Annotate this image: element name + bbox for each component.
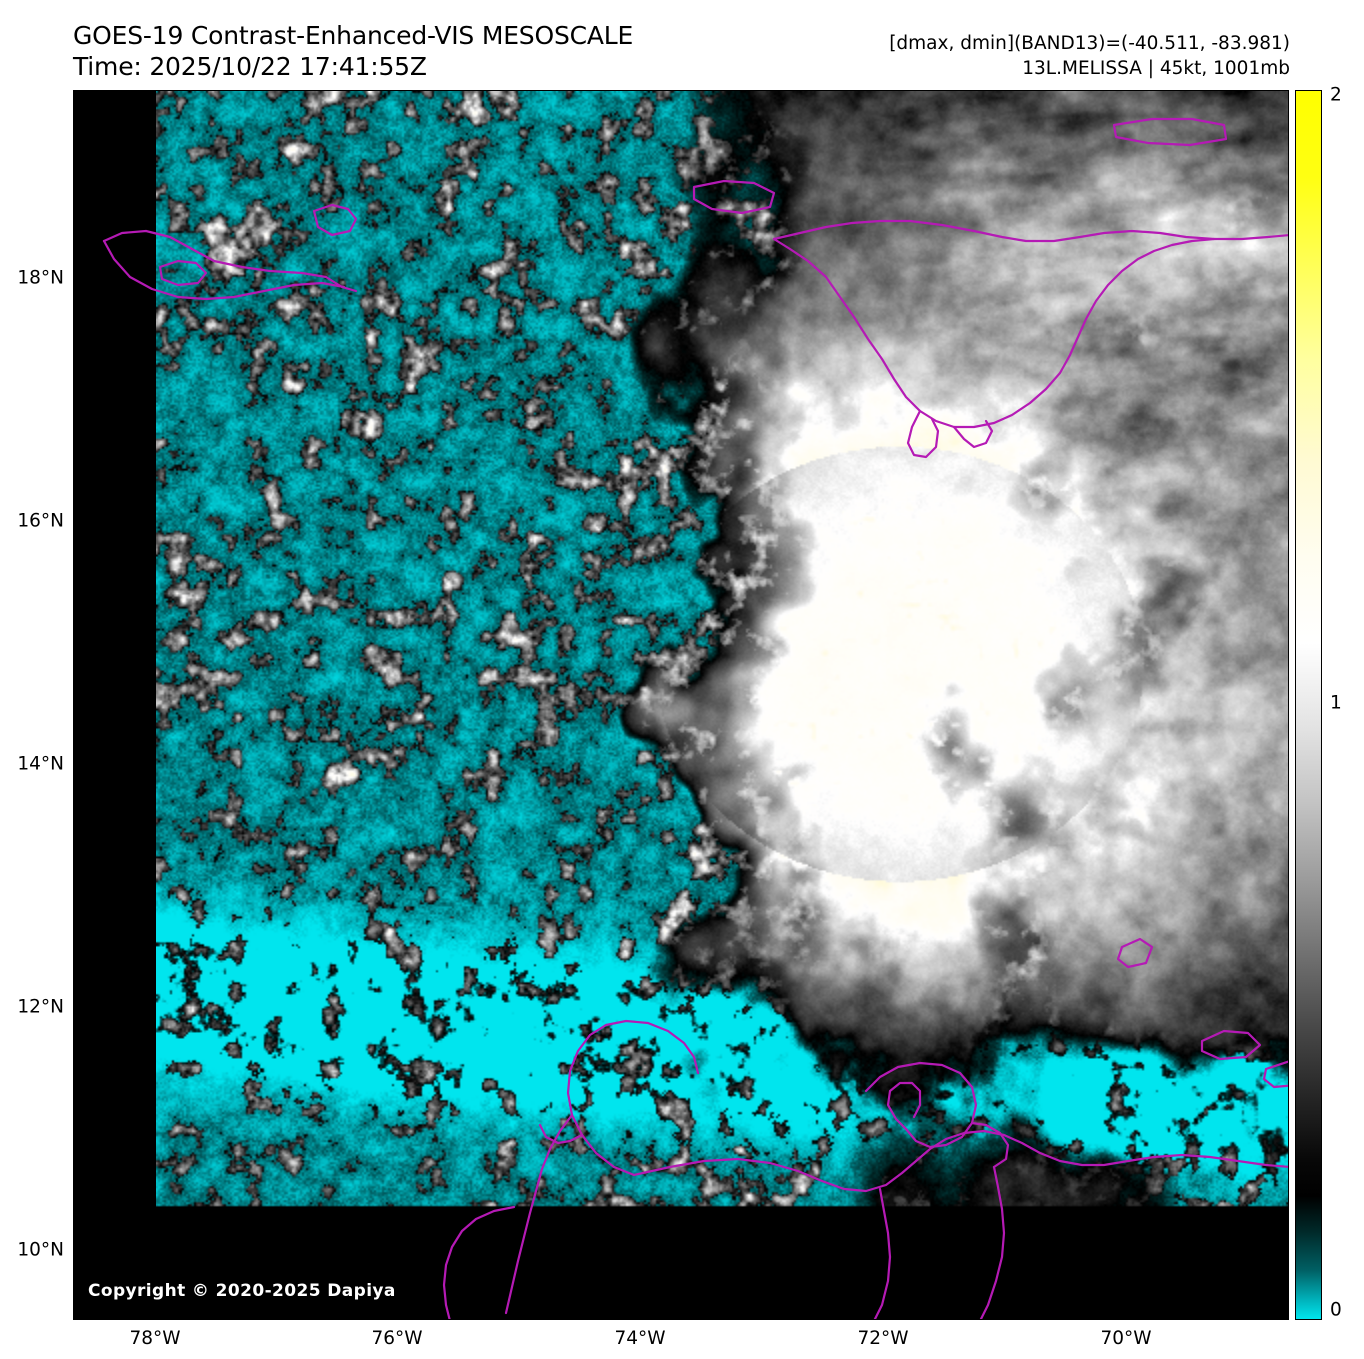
ytick-10n: 10°N <box>17 1239 64 1261</box>
plot-title-line2: Time: 2025/10/22 17:41:55Z <box>73 52 427 81</box>
plot-metadata: [dmax, dmin](BAND13)=(-40.511, -83.981) 1… <box>889 31 1290 81</box>
plot-title-line1: GOES-19 Contrast-Enhanced-VIS MESOSCALE <box>73 21 634 50</box>
colorbar <box>1295 90 1322 1320</box>
cbar-tick-0: 0 <box>1330 1299 1342 1321</box>
copyright-notice: Copyright © 2020-2025 Dapiya <box>88 1281 396 1301</box>
cbar-tick-1: 1 <box>1330 692 1342 714</box>
latitude-tick-labels: 18°N 16°N 14°N 12°N 10°N <box>0 0 73 1359</box>
xtick-76w: 76°W <box>371 1328 423 1349</box>
cbar-tick-2: 2 <box>1330 84 1342 106</box>
ytick-16n: 16°N <box>17 510 64 532</box>
metadata-band-range: [dmax, dmin](BAND13)=(-40.511, -83.981) <box>889 33 1290 54</box>
plot-title: GOES-19 Contrast-Enhanced-VIS MESOSCALE T… <box>73 20 633 82</box>
satellite-image-axes: Copyright © 2020-2025 Dapiya <box>73 90 1289 1320</box>
ytick-18n: 18°N <box>17 267 64 289</box>
xtick-74w: 74°W <box>614 1328 666 1349</box>
ytick-12n: 12°N <box>17 996 64 1018</box>
metadata-storm-info: 13L.MELISSA | 45kt, 1001mb <box>1022 58 1290 79</box>
ytick-14n: 14°N <box>17 753 64 775</box>
xtick-72w: 72°W <box>857 1328 909 1349</box>
xtick-78w: 78°W <box>129 1328 181 1349</box>
xtick-70w: 70°W <box>1100 1328 1152 1349</box>
